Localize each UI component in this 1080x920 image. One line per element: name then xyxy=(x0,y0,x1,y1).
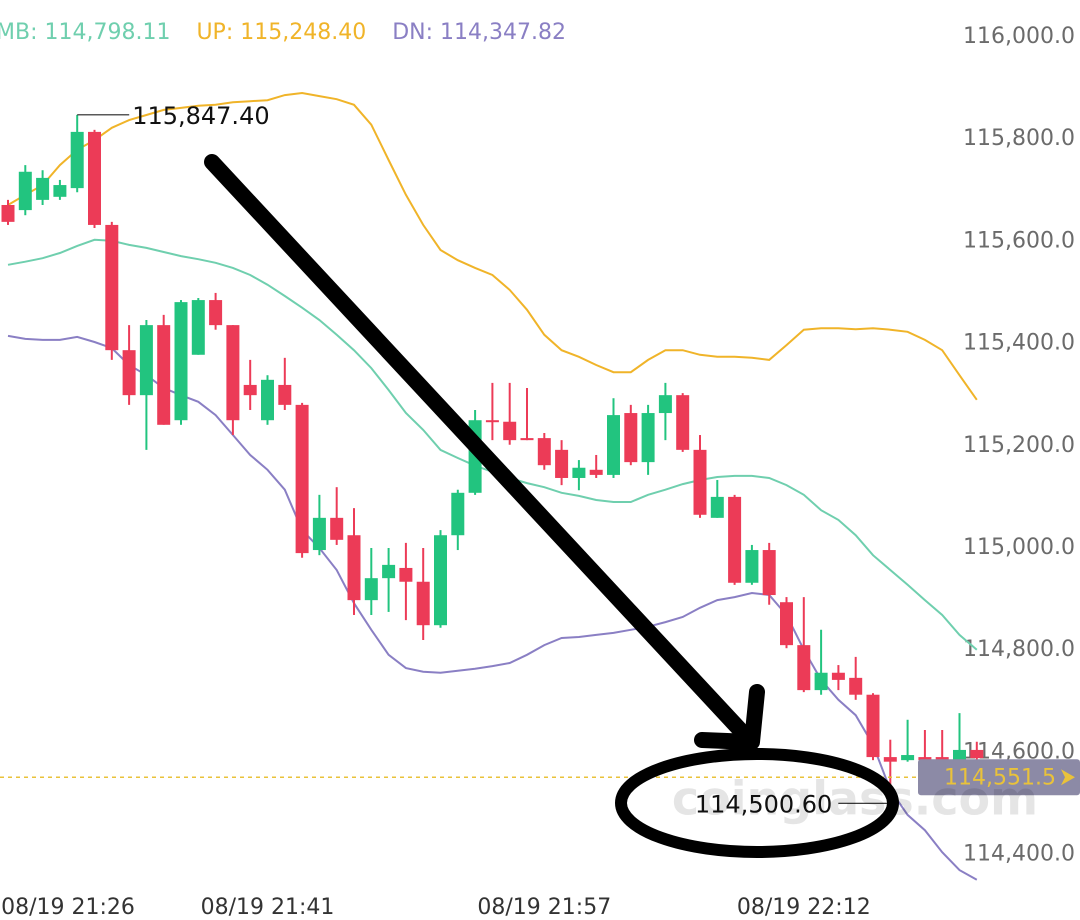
candle-body xyxy=(658,395,672,414)
last-price-tag xyxy=(918,759,1080,796)
candle-body xyxy=(174,302,188,421)
candle-body xyxy=(728,496,742,583)
x-tick-label: 08/19 21:26 xyxy=(1,895,135,920)
x-tick-label: 08/19 21:41 xyxy=(201,895,335,920)
overlay-layer xyxy=(204,154,899,858)
x-tick-label: 08/19 21:57 xyxy=(477,895,611,920)
drawn-arrow-head xyxy=(694,684,765,750)
candle-body xyxy=(814,672,828,691)
candle-body xyxy=(485,420,499,423)
watermark: coinglass.com xyxy=(672,772,1038,826)
candle-body xyxy=(278,384,292,405)
candle-body xyxy=(555,449,569,478)
candle-body xyxy=(953,749,966,761)
candle-body xyxy=(607,415,620,475)
candle-body xyxy=(624,413,638,463)
y-tick-label: 114,400.0 xyxy=(963,842,1075,867)
candle-body xyxy=(849,677,863,695)
candle-body xyxy=(88,131,101,225)
candle-body xyxy=(676,395,690,450)
candle-body xyxy=(745,550,759,583)
candle-body xyxy=(416,581,430,626)
y-tick-label: 115,200.0 xyxy=(963,433,1075,458)
y-tick-label: 116,000.0 xyxy=(963,24,1075,49)
candle-body xyxy=(122,350,136,396)
candle-body xyxy=(70,131,84,189)
y-tick-label: 114,800.0 xyxy=(963,637,1075,662)
candle-body xyxy=(105,224,119,351)
candle-body xyxy=(347,535,361,601)
candle-body xyxy=(710,496,724,518)
candle-body xyxy=(36,177,50,200)
candle-body xyxy=(901,755,915,761)
y-tick-label: 115,800.0 xyxy=(963,126,1075,151)
candle-body xyxy=(382,564,396,579)
candle-body xyxy=(797,645,811,691)
candle-body xyxy=(364,578,378,601)
candle-body xyxy=(589,469,603,475)
y-tick-label: 115,000.0 xyxy=(963,535,1075,560)
candle-body xyxy=(157,325,171,425)
candle-body xyxy=(883,757,897,762)
candle-body xyxy=(209,300,223,326)
plot-layer: 114,400.0114,600.0114,800.0115,000.0115,… xyxy=(0,20,1080,920)
candle-body xyxy=(261,379,274,421)
last-price-label: 114,551.5 xyxy=(944,765,1056,790)
candle-body xyxy=(641,413,655,463)
candle-body xyxy=(831,672,845,680)
candle-body xyxy=(191,300,205,355)
candle-body xyxy=(451,492,465,536)
candle-body xyxy=(243,384,257,396)
band-line xyxy=(7,91,978,401)
candle-body xyxy=(434,535,447,626)
annotation-label: 115,847.40 xyxy=(132,102,269,130)
legend-entry: DN: 114,347.82 xyxy=(392,20,566,45)
candle-body xyxy=(572,467,586,478)
candle-body xyxy=(503,421,517,441)
y-tick-label: 115,600.0 xyxy=(963,228,1075,253)
candle-body xyxy=(970,749,984,759)
drawn-circle xyxy=(615,748,899,858)
candle-body xyxy=(139,325,153,396)
candle-body xyxy=(918,757,932,761)
candle-body xyxy=(780,602,793,646)
candle-body xyxy=(693,449,707,515)
drawn-arrow-shaft xyxy=(204,154,751,741)
last-price-arrow xyxy=(1061,769,1075,786)
candle-body xyxy=(295,404,309,554)
candle-body xyxy=(1,204,15,222)
candle-body xyxy=(312,517,326,551)
x-tick-label: 08/19 22:12 xyxy=(737,895,871,920)
y-tick-label: 115,400.0 xyxy=(963,331,1075,356)
candle-body xyxy=(399,567,413,582)
candle-body xyxy=(520,438,534,441)
candle-body xyxy=(53,185,67,197)
candle-body xyxy=(226,325,240,421)
legend-entry: MB: 114,798.11 xyxy=(0,20,170,45)
candle-body xyxy=(762,550,776,596)
candle-body xyxy=(537,438,551,466)
candle-body xyxy=(330,517,344,540)
legend-entry: UP: 115,248.40 xyxy=(196,20,366,45)
candle-body xyxy=(866,694,880,758)
candle-body xyxy=(18,171,32,211)
annotation-label: 114,500.60 xyxy=(695,790,832,818)
